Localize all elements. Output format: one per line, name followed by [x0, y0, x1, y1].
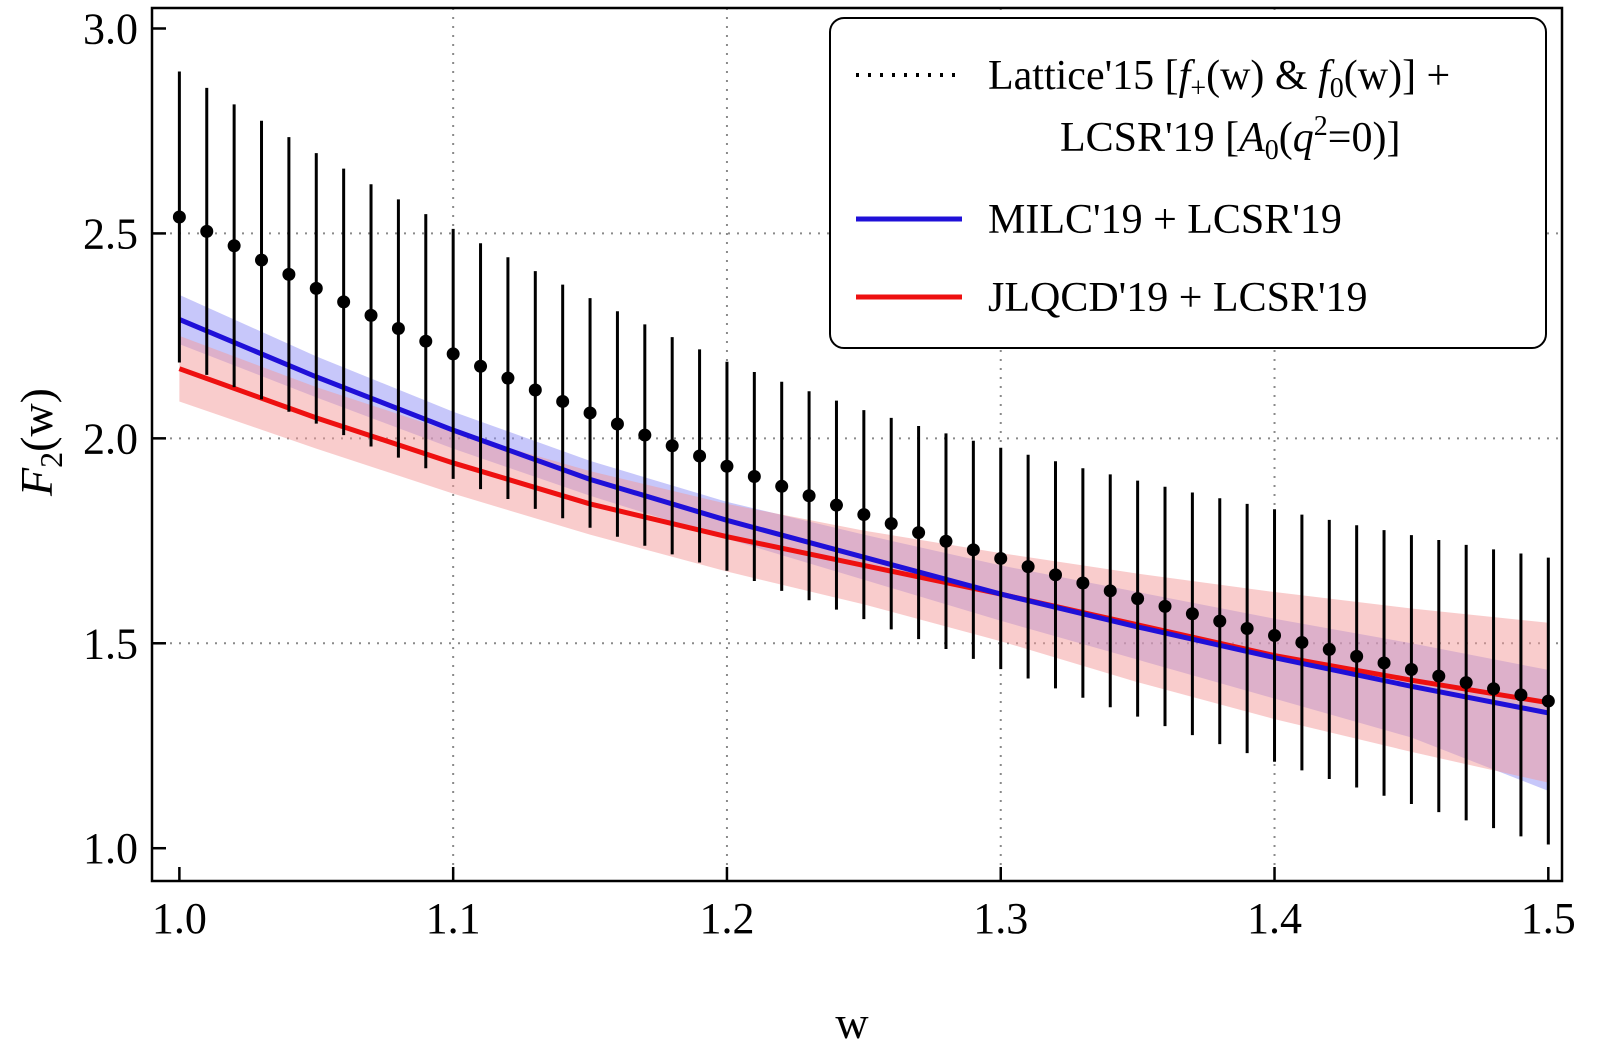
x-tick-label-4: 1.4 — [1247, 894, 1302, 943]
lattice-point-42 — [1322, 642, 1336, 656]
lattice-point-17 — [638, 428, 652, 442]
lattice-point-9 — [419, 334, 433, 348]
x-tick-label-0: 1.0 — [152, 894, 207, 943]
lattice-point-11 — [474, 359, 488, 373]
x-tick-label-3: 1.3 — [973, 894, 1028, 943]
legend-lcsr-part-4: ( — [1279, 115, 1293, 161]
lattice-point-13 — [528, 383, 542, 397]
y-tick-label-4: 3.0 — [83, 4, 138, 53]
lattice-point-25 — [857, 508, 871, 522]
y-tick-label-3: 2.5 — [83, 209, 138, 258]
lattice-point-47 — [1459, 676, 1473, 690]
lattice-point-22 — [775, 479, 789, 493]
lattice-point-1 — [200, 224, 214, 238]
legend: Lattice'15 [f+(w) & f0(w)] + LCSR'19 [A0… — [829, 17, 1547, 349]
lattice-point-30 — [994, 551, 1008, 565]
y-axis-title-sub: 2 — [33, 452, 69, 468]
lattice-point-24 — [829, 498, 843, 512]
legend-lattice-part-1: Lattice'15 [ — [988, 53, 1179, 99]
x-axis-title: w — [835, 997, 869, 1046]
lattice-point-31 — [1021, 560, 1035, 574]
legend-lattice-part-3: + — [1190, 73, 1206, 104]
x-tick-label-5: 1.5 — [1521, 894, 1576, 943]
lattice-point-50 — [1541, 694, 1555, 708]
lattice-point-16 — [610, 417, 624, 431]
lattice-point-29 — [966, 543, 980, 557]
lattice-point-23 — [802, 489, 816, 503]
lattice-point-46 — [1432, 669, 1446, 683]
data-points — [172, 71, 1555, 845]
lattice-point-7 — [364, 308, 378, 322]
legend-lattice-part-4: (w) & — [1206, 53, 1318, 99]
lattice-point-43 — [1350, 649, 1364, 663]
x-tick-label-2: 1.2 — [699, 894, 754, 943]
lattice-point-49 — [1514, 688, 1528, 702]
legend-label-lattice-line2: LCSR'19 [A0(q2=0)] — [1060, 111, 1400, 166]
y-axis-title-main: F — [11, 467, 62, 497]
lattice-point-15 — [583, 406, 597, 420]
legend-lcsr-part-3: 0 — [1265, 135, 1279, 166]
legend-lcsr-part-2: A — [1236, 115, 1265, 161]
lattice-point-0 — [172, 210, 186, 224]
legend-lcsr-part-1: LCSR'19 [ — [1060, 115, 1239, 161]
legend-lcsr-part-5: q — [1293, 115, 1314, 161]
legend-box — [829, 17, 1547, 349]
lattice-point-21 — [747, 469, 761, 483]
lattice-point-19 — [693, 449, 707, 463]
y-tick-label-2: 2.0 — [83, 414, 138, 463]
lattice-point-27 — [912, 526, 926, 540]
lattice-point-37 — [1185, 607, 1199, 621]
lattice-point-36 — [1158, 599, 1172, 613]
lattice-point-20 — [720, 459, 734, 473]
lattice-point-35 — [1131, 592, 1145, 606]
y-tick-label-0: 1.0 — [83, 824, 138, 873]
y-tick-label-1: 1.5 — [83, 619, 138, 668]
lattice-point-45 — [1404, 663, 1418, 677]
legend-label-jlqcd: JLQCD'19 + LCSR'19 — [988, 275, 1368, 321]
lattice-point-26 — [884, 517, 898, 531]
legend-lattice-part-7: (w)] + — [1344, 53, 1450, 99]
lattice-point-40 — [1268, 628, 1282, 642]
lattice-point-48 — [1487, 682, 1501, 696]
lattice-point-12 — [501, 371, 515, 385]
legend-lcsr-part-7: =0)] — [1328, 115, 1401, 161]
lattice-point-6 — [337, 295, 351, 309]
lattice-point-10 — [446, 347, 460, 361]
lattice-point-38 — [1213, 614, 1227, 628]
lattice-point-2 — [227, 239, 241, 253]
lattice-point-44 — [1377, 656, 1391, 670]
plot-frame — [150, 6, 1564, 883]
lattice-point-32 — [1048, 568, 1062, 582]
lattice-point-34 — [1103, 584, 1117, 598]
lattice-point-41 — [1295, 635, 1309, 649]
legend-label-lattice-line1: Lattice'15 [f+(w) & f0(w)] + — [988, 53, 1450, 104]
axis-ticks: 1.0 1.1 1.2 1.3 1.4 1.5 1.0 1.5 2.0 2.5 3.0 — [83, 4, 1576, 943]
lattice-point-3 — [255, 253, 269, 267]
lattice-point-33 — [1076, 576, 1090, 590]
y-axis-title: F2(w) — [11, 388, 69, 497]
legend-label-milc: MILC'19 + LCSR'19 — [988, 197, 1342, 243]
lattice-point-4 — [282, 267, 296, 281]
lattice-point-5 — [309, 281, 323, 295]
lattice-point-28 — [939, 534, 953, 548]
lattice-point-14 — [556, 394, 570, 408]
lattice-point-8 — [391, 322, 405, 336]
lattice-point-18 — [665, 439, 679, 453]
y-axis-title-rest: (w) — [11, 388, 62, 452]
x-tick-label-1: 1.1 — [426, 894, 481, 943]
legend-lcsr-part-6: 2 — [1314, 111, 1328, 142]
lattice-point-39 — [1240, 622, 1254, 636]
legend-lattice-part-6: 0 — [1330, 73, 1344, 104]
